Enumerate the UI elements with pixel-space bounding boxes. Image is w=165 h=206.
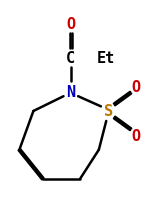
Text: O: O (66, 17, 75, 32)
Text: C: C (66, 51, 75, 66)
Text: N: N (66, 85, 75, 100)
Text: Et: Et (97, 51, 115, 66)
Text: S: S (104, 104, 113, 119)
Text: O: O (132, 80, 141, 95)
Text: O: O (132, 128, 141, 143)
